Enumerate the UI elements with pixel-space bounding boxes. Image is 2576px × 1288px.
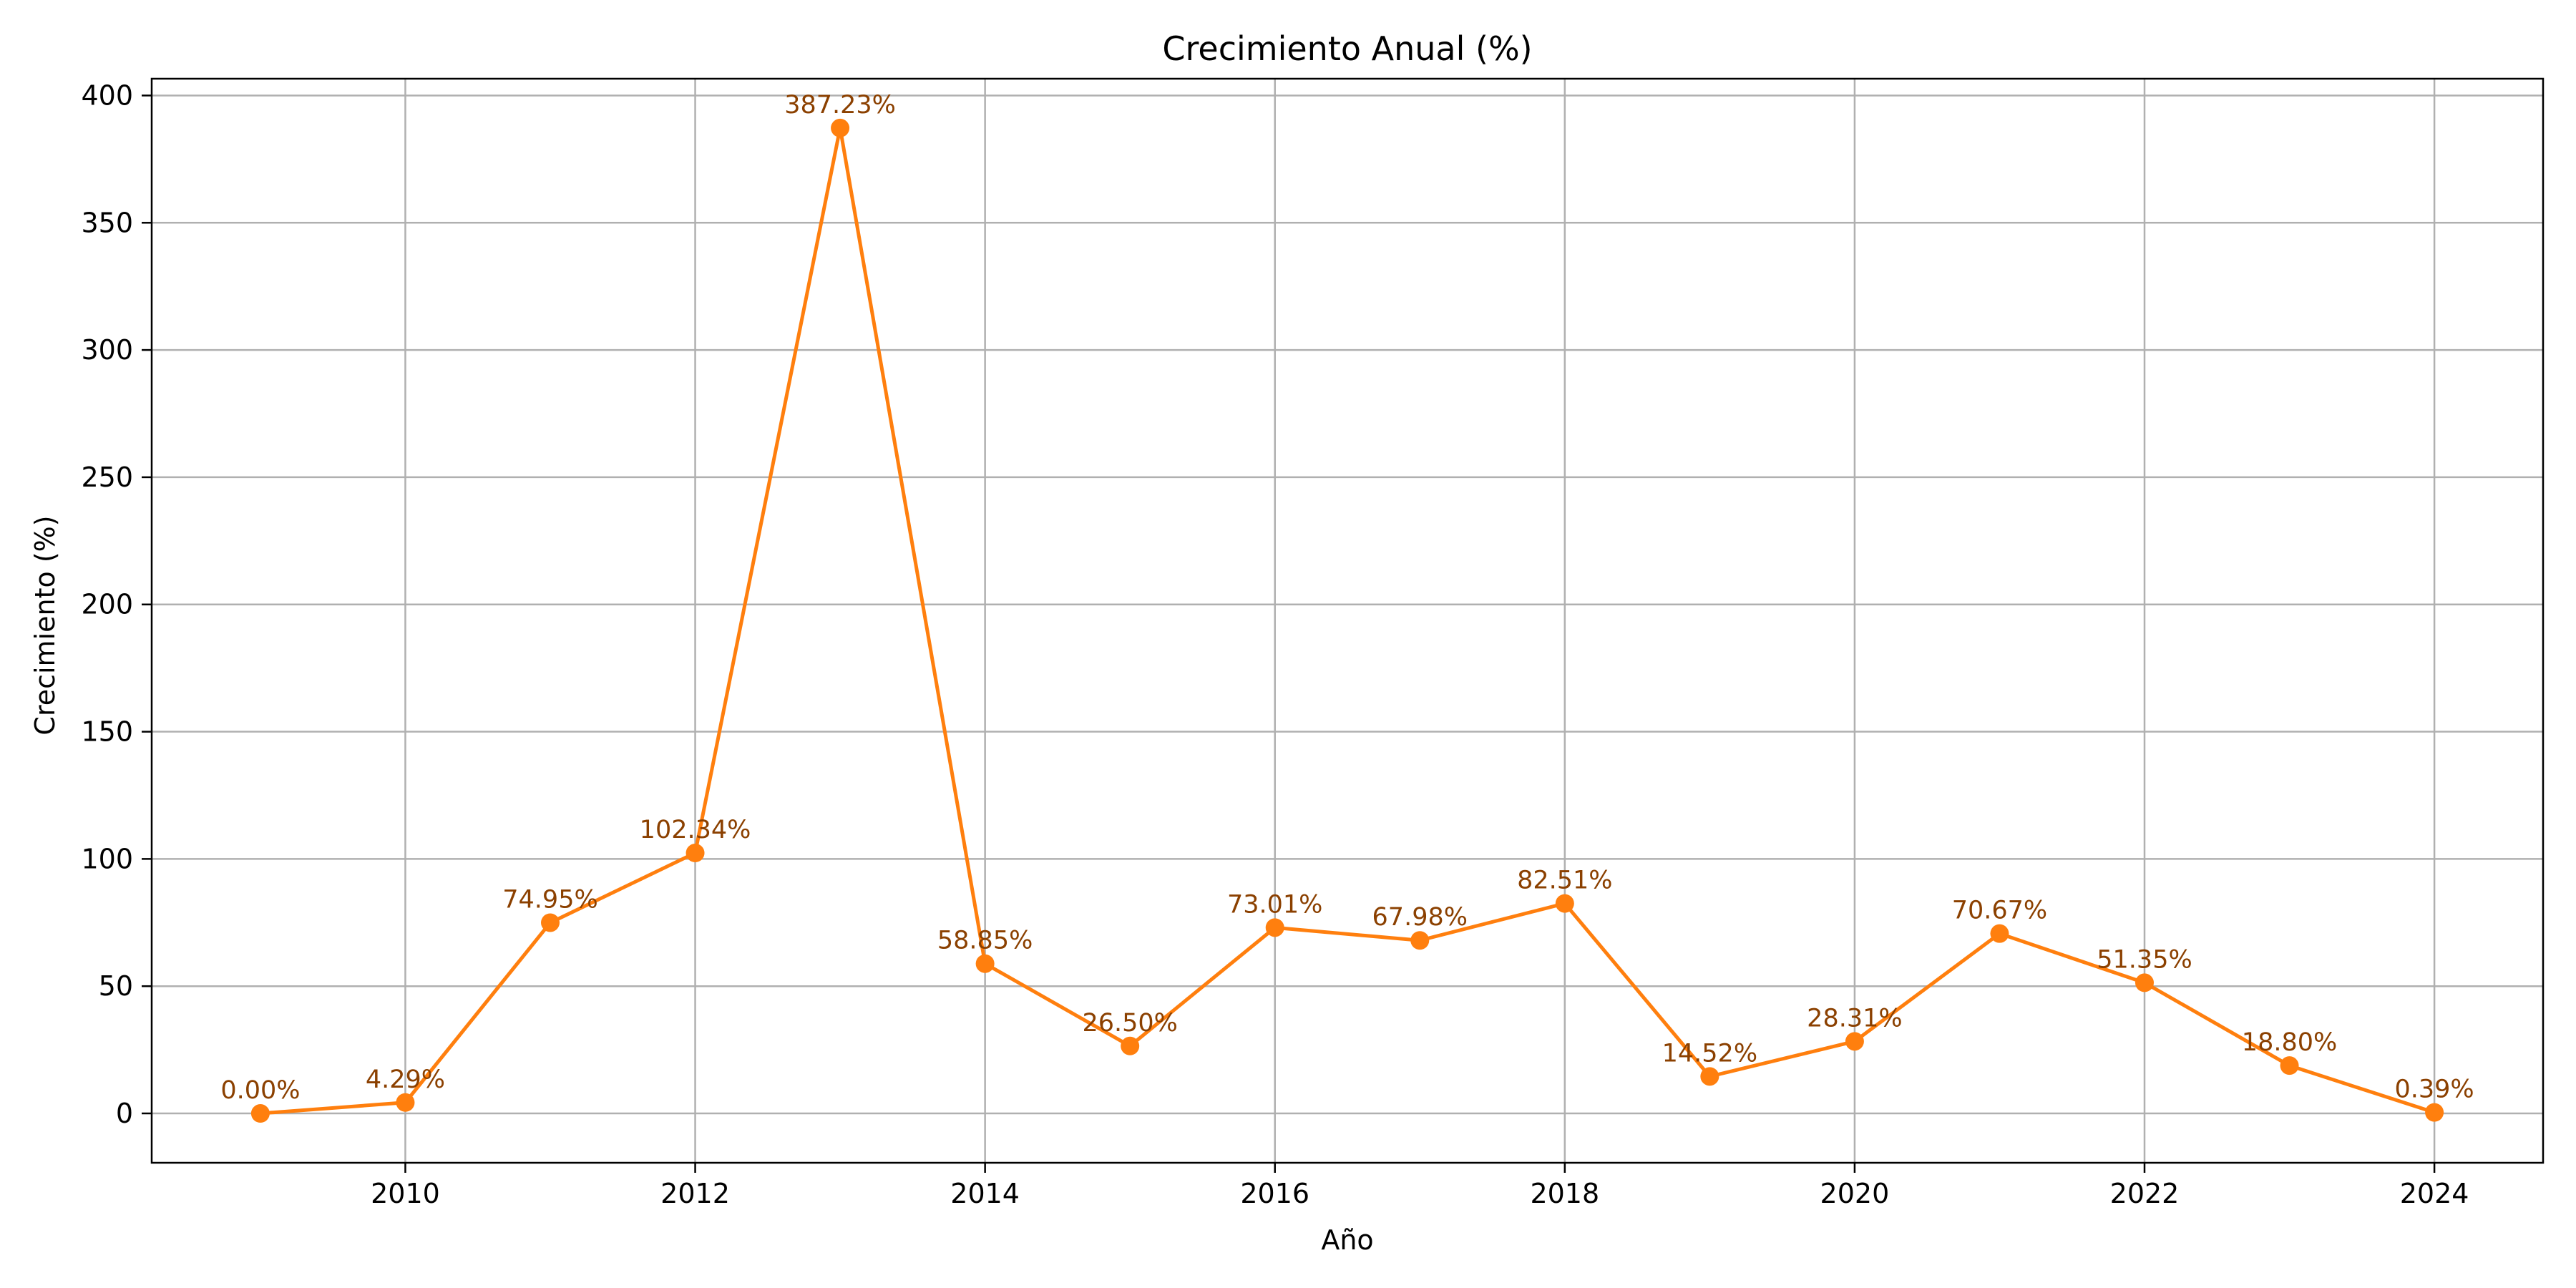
y-tick-label: 100 (81, 843, 133, 874)
data-point (541, 913, 560, 932)
data-point (1845, 1032, 1864, 1051)
data-point (2425, 1103, 2444, 1122)
data-point (1990, 924, 2009, 943)
data-label: 28.31% (1807, 1004, 1902, 1033)
plot-frame (150, 77, 2545, 1164)
y-tick-label: 250 (81, 462, 133, 493)
data-point (1265, 918, 1284, 937)
x-axis-ticks: 2010 2012 2014 2016 2018 2020 2022 2024 (371, 1163, 2469, 1209)
chart-title: Crecimiento Anual (%) (1162, 29, 1532, 68)
data-point (975, 954, 995, 973)
data-point (1555, 894, 1574, 913)
series-line (260, 126, 2435, 1116)
data-label: 387.23% (784, 91, 896, 119)
y-tick-label: 300 (81, 334, 133, 366)
data-point (2135, 973, 2154, 992)
y-tick-label: 0 (116, 1098, 133, 1129)
data-label: 70.67% (1952, 897, 2047, 925)
data-label: 18.80% (2242, 1028, 2337, 1057)
data-label: 58.85% (937, 927, 1033, 955)
y-tick-label: 400 (81, 79, 133, 111)
data-point (396, 1093, 415, 1112)
y-axis-ticks: 0 50 100 150 200 250 300 350 400 (81, 79, 152, 1129)
data-label: 14.52% (1662, 1039, 1757, 1068)
x-tick-label: 2022 (2110, 1178, 2180, 1209)
y-axis-label: Crecimiento (%) (29, 515, 61, 735)
x-tick-label: 2024 (2400, 1178, 2469, 1209)
data-label: 0.00% (220, 1076, 300, 1105)
data-label: 73.01% (1227, 890, 1322, 919)
x-tick-label: 2016 (1240, 1178, 1309, 1209)
data-point (686, 844, 705, 863)
data-label: 51.35% (2097, 945, 2192, 974)
data-label: 4.29% (366, 1065, 445, 1094)
data-point (1700, 1067, 1719, 1086)
data-label: 26.50% (1082, 1009, 1177, 1038)
data-label: 67.98% (1372, 903, 1468, 932)
y-tick-label: 150 (81, 716, 133, 748)
data-label: 82.51% (1517, 867, 1612, 895)
data-labels: 0.00% 4.29% 74.95% 102.34% 387.23% 58.85% 26.5… (220, 91, 2474, 1105)
data-label: 102.34% (640, 816, 751, 844)
x-tick-label: 2018 (1530, 1178, 1599, 1209)
data-label: 0.39% (2394, 1075, 2474, 1104)
x-tick-label: 2012 (660, 1178, 730, 1209)
series-group (250, 118, 2444, 1123)
data-point (2280, 1056, 2299, 1075)
y-tick-label: 200 (81, 589, 133, 620)
data-point (831, 118, 850, 137)
y-tick-label: 350 (81, 207, 133, 238)
data-point (1121, 1036, 1140, 1055)
data-label: 74.95% (502, 885, 597, 914)
x-tick-label: 2020 (1820, 1178, 1890, 1209)
x-tick-label: 2014 (950, 1178, 1020, 1209)
y-tick-label: 50 (99, 970, 133, 1002)
data-point (250, 1104, 270, 1123)
data-point (1410, 931, 1430, 950)
x-tick-label: 2010 (371, 1178, 440, 1209)
x-axis-label: Año (1321, 1224, 1373, 1256)
